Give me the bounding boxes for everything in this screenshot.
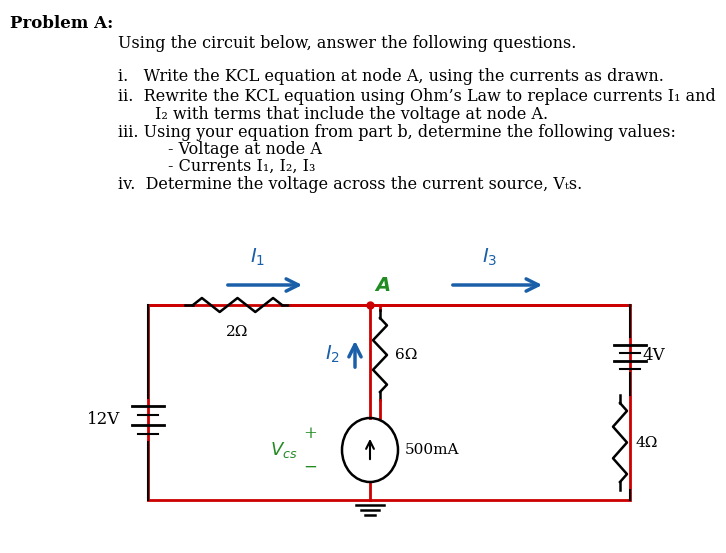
Text: - Voltage at node A: - Voltage at node A [168, 141, 322, 158]
Text: −: − [303, 458, 317, 476]
Bar [148, 305, 630, 500]
Text: iv.  Determine the voltage across the current source, Vₜs.: iv. Determine the voltage across the cur… [118, 176, 582, 193]
Text: Problem A:: Problem A: [10, 15, 113, 32]
Text: I₂ with terms that include the voltage at node A.: I₂ with terms that include the voltage a… [155, 106, 548, 123]
Text: 500mA: 500mA [405, 443, 460, 457]
Text: 6Ω: 6Ω [395, 348, 417, 362]
Text: $V_{cs}$: $V_{cs}$ [271, 440, 298, 460]
Text: $I_3$: $I_3$ [482, 247, 497, 268]
Text: iii. Using your equation from part b, determine the following values:: iii. Using your equation from part b, de… [118, 124, 676, 141]
Text: $I_2$: $I_2$ [325, 343, 340, 364]
Text: 12V: 12V [86, 411, 120, 429]
Text: +: + [303, 425, 317, 441]
Text: 4V: 4V [642, 347, 664, 363]
Text: 4Ω: 4Ω [635, 436, 657, 450]
Text: $I_1$: $I_1$ [250, 247, 266, 268]
Text: ii.  Rewrite the KCL equation using Ohm’s Law to replace currents I₁ and: ii. Rewrite the KCL equation using Ohm’s… [118, 88, 716, 105]
Text: 2Ω: 2Ω [226, 325, 248, 339]
Text: i.   Write the KCL equation at node A, using the currents as drawn.: i. Write the KCL equation at node A, usi… [118, 68, 664, 85]
Text: A: A [375, 276, 390, 295]
Text: Using the circuit below, answer the following questions.: Using the circuit below, answer the foll… [118, 35, 576, 52]
Text: - Currents I₁, I₂, I₃: - Currents I₁, I₂, I₃ [168, 158, 316, 175]
